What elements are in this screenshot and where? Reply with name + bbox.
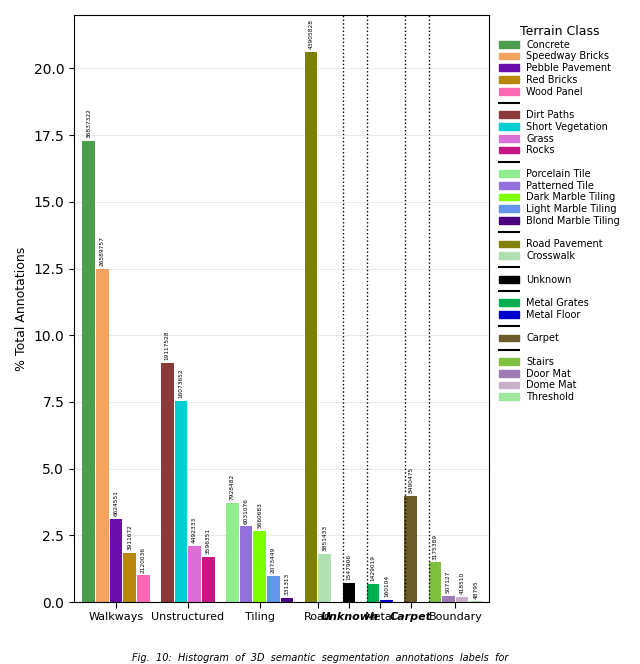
Text: 3911672: 3911672 <box>127 525 132 550</box>
Text: 160104: 160104 <box>384 575 389 598</box>
Bar <box>188 546 201 602</box>
Bar <box>161 363 173 602</box>
Text: 2073449: 2073449 <box>271 547 276 574</box>
Text: 6624551: 6624551 <box>113 491 118 517</box>
Text: 331313: 331313 <box>285 573 289 595</box>
Text: 36837322: 36837322 <box>86 108 92 138</box>
Bar <box>367 584 380 602</box>
Y-axis label: % Total Annotations: % Total Annotations <box>15 246 28 371</box>
Bar <box>226 503 239 602</box>
Text: 26589757: 26589757 <box>100 236 105 266</box>
Text: 1547906: 1547906 <box>346 554 351 580</box>
Text: 3175389: 3175389 <box>433 533 437 560</box>
Bar <box>267 576 280 602</box>
Bar <box>456 597 468 602</box>
Bar <box>83 141 95 602</box>
Bar <box>109 519 122 602</box>
Bar <box>96 269 109 602</box>
Bar <box>319 554 331 602</box>
Bar <box>442 596 455 602</box>
Text: 3596351: 3596351 <box>206 529 211 554</box>
Bar <box>380 600 393 602</box>
Bar <box>175 400 188 602</box>
Text: 5660683: 5660683 <box>257 503 262 529</box>
Text: 16073652: 16073652 <box>179 369 184 398</box>
Bar <box>137 576 150 602</box>
Bar <box>240 527 252 602</box>
Bar <box>202 557 214 602</box>
Text: 48795: 48795 <box>474 580 478 599</box>
Bar <box>342 582 355 602</box>
Bar <box>404 496 417 602</box>
Text: 4492333: 4492333 <box>192 517 197 543</box>
Text: 43905828: 43905828 <box>308 19 314 49</box>
Text: 8490475: 8490475 <box>408 467 413 493</box>
Text: 6031076: 6031076 <box>244 498 248 524</box>
Text: 7928482: 7928482 <box>230 474 235 500</box>
Text: 2120036: 2120036 <box>141 546 146 573</box>
Text: 418510: 418510 <box>460 572 465 594</box>
Text: 19117528: 19117528 <box>165 330 170 360</box>
Bar <box>253 531 266 602</box>
Bar <box>429 562 441 602</box>
Bar <box>305 52 317 602</box>
Text: 1429019: 1429019 <box>371 556 376 582</box>
Text: 507127: 507127 <box>446 570 451 593</box>
Bar <box>124 553 136 602</box>
Bar <box>281 598 293 602</box>
Text: 3851433: 3851433 <box>323 525 327 551</box>
Legend: Concrete, Speedway Bricks, Pebble Pavement, Red Bricks, Wood Panel, , Dirt Paths: Concrete, Speedway Bricks, Pebble Paveme… <box>494 20 625 407</box>
Text: Fig.  10:  Histogram  of  3D  semantic  segmentation  annotations  labels  for: Fig. 10: Histogram of 3D semantic segmen… <box>132 653 508 663</box>
